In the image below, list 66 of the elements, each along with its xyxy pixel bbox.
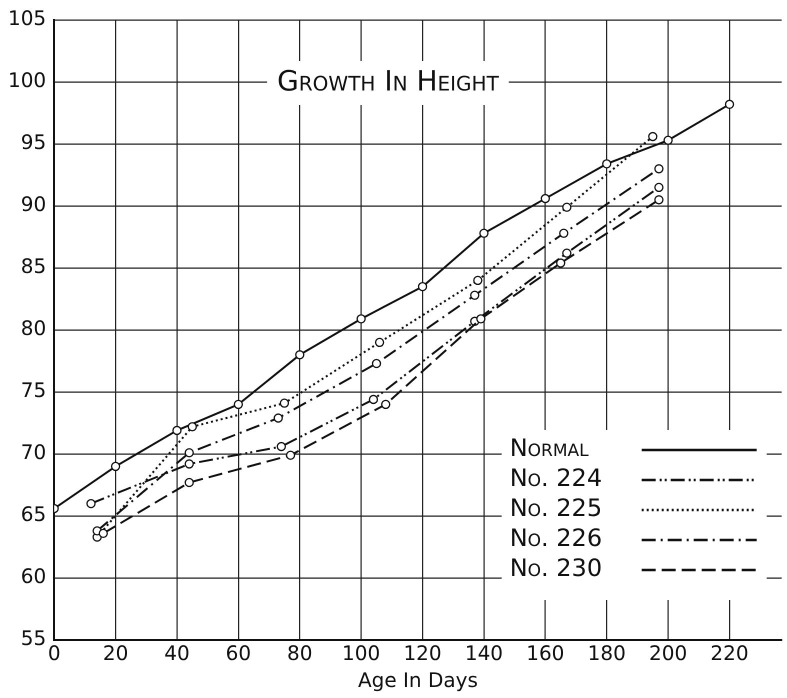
- point: [559, 228, 568, 238]
- point: [724, 100, 734, 109]
- legend-label: No. 226: [510, 524, 602, 552]
- y-tick-label: 55: [20, 626, 46, 650]
- point: [188, 422, 197, 432]
- point: [356, 314, 366, 324]
- point: [374, 338, 384, 348]
- legend-label: Normal: [510, 434, 590, 462]
- point: [372, 358, 382, 368]
- text: Growth In Height: [277, 64, 500, 98]
- y-tick-label: 105: [8, 6, 46, 30]
- point: [184, 448, 194, 458]
- x-tick-label: 120: [403, 641, 442, 666]
- x-tick-label: 220: [710, 641, 749, 666]
- y-tick-label: 90: [20, 192, 46, 216]
- x-axis-title: Age In Days: [358, 668, 478, 692]
- point: [648, 132, 658, 142]
- x-tick-label: 80: [287, 641, 312, 666]
- y-tick-label: 95: [20, 130, 46, 154]
- point: [654, 195, 664, 204]
- point: [184, 478, 194, 488]
- point: [368, 394, 378, 404]
- x-tick-label: 200: [649, 641, 688, 666]
- point: [540, 194, 550, 204]
- x-tick-label: 20: [102, 641, 128, 666]
- point: [184, 459, 194, 469]
- y-tick-label: 60: [20, 564, 46, 588]
- point: [110, 462, 120, 472]
- y-tick-label: 65: [20, 502, 46, 526]
- point: [234, 400, 244, 410]
- point: [286, 450, 296, 460]
- legend-label: No. 225: [510, 494, 602, 522]
- point: [98, 528, 108, 538]
- y-tick-label: 70: [20, 440, 46, 464]
- x-tick-label: 160: [526, 641, 564, 666]
- point: [276, 442, 286, 452]
- point: [562, 202, 572, 212]
- legend-label: No. 224: [510, 464, 602, 492]
- point: [280, 398, 290, 408]
- point: [654, 164, 664, 174]
- x-tick-label: 140: [464, 641, 504, 666]
- point: [562, 248, 572, 258]
- point: [470, 290, 480, 300]
- point: [295, 350, 304, 360]
- point: [86, 498, 96, 508]
- x-tick-label: 60: [226, 641, 252, 666]
- point: [479, 228, 489, 238]
- x-tick-label: 180: [588, 641, 626, 666]
- point: [473, 276, 482, 286]
- y-tick-label: 80: [20, 316, 46, 340]
- point: [654, 182, 664, 192]
- point: [172, 426, 182, 436]
- y-tick-label: 75: [20, 378, 46, 402]
- x-tick-label: 40: [164, 641, 190, 666]
- x-tick-label: 0: [48, 641, 61, 666]
- y-tick-label: 100: [8, 68, 46, 92]
- point: [663, 136, 673, 145]
- point: [381, 400, 390, 410]
- x-tick-label: 100: [342, 641, 380, 666]
- point: [418, 282, 428, 292]
- legend-label: No. 230: [510, 554, 602, 582]
- point: [274, 413, 283, 423]
- y-tick-label: 85: [20, 254, 46, 278]
- point: [602, 159, 612, 168]
- point: [476, 314, 486, 324]
- point: [556, 258, 566, 268]
